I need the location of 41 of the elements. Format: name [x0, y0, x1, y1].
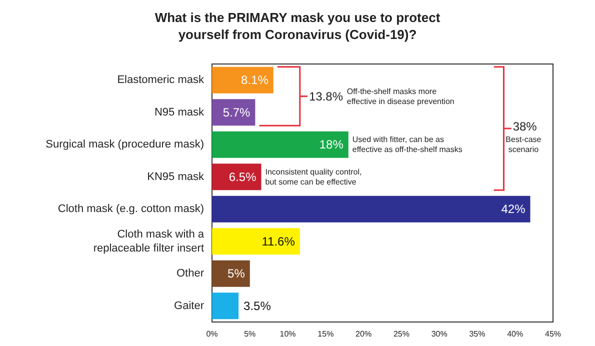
x-tick-label: 30%: [431, 330, 448, 338]
annotation: Inconsistent quality control, but some can be effective: [265, 167, 362, 186]
data-label: 5%: [228, 266, 246, 281]
x-tick-label: 45%: [544, 330, 562, 338]
annotation: 13.8%: [308, 89, 344, 104]
bar: [212, 260, 250, 287]
data-label: 42%: [501, 202, 526, 216]
annotation: Used with fitter, can be as effective as off-the-shelf masks: [352, 135, 462, 154]
data-label: 3.5%: [244, 298, 272, 313]
y-tick-label: Surgical mask (procedure mask): [46, 138, 204, 151]
annotation: Off-the-shelf masks more effective in disease prevention: [346, 86, 454, 106]
data-label: 5.7%: [222, 105, 251, 120]
bar: [212, 131, 348, 158]
x-tick-label: 25%: [393, 330, 410, 338]
annotation: 38%: [512, 120, 538, 134]
y-tick-label: Other: [176, 268, 204, 280]
y-tick-label: Cloth mask with a replaceable filter insert: [93, 228, 205, 254]
x-tick-label: 15%: [318, 330, 334, 338]
x-tick-label: 20%: [356, 330, 372, 338]
y-tick-label: KN95 mask: [147, 170, 204, 183]
x-tick-label: 35%: [469, 330, 486, 338]
x-tick-label: 40%: [507, 330, 524, 338]
y-tick-label: N95 mask: [154, 106, 204, 118]
data-label: 11.6%: [262, 234, 296, 248]
data-label: 8.1%: [241, 73, 269, 88]
bar: [212, 66, 274, 94]
data-label: 6.5%: [228, 170, 257, 184]
annotation: Best-case scenario: [506, 135, 542, 154]
bar: [212, 228, 300, 255]
x-tick-label: 5%: [244, 330, 256, 338]
y-tick-label: Gaiter: [174, 300, 204, 312]
bar: [212, 164, 262, 190]
bar: [212, 292, 239, 320]
chart-title: What is the PRIMARY mask you use to protect yourself from Coronavirus (Covid-19)?: [154, 10, 441, 42]
y-tick-label: Cloth mask (e.g. cotton mask): [58, 203, 204, 216]
x-tick-label: 10%: [280, 330, 296, 338]
data-label: 18%: [319, 138, 344, 152]
x-tick-label: 0%: [206, 330, 218, 338]
y-tick-label: Elastomeric mask: [117, 74, 204, 86]
bar: [212, 99, 256, 126]
bar: [212, 196, 530, 222]
